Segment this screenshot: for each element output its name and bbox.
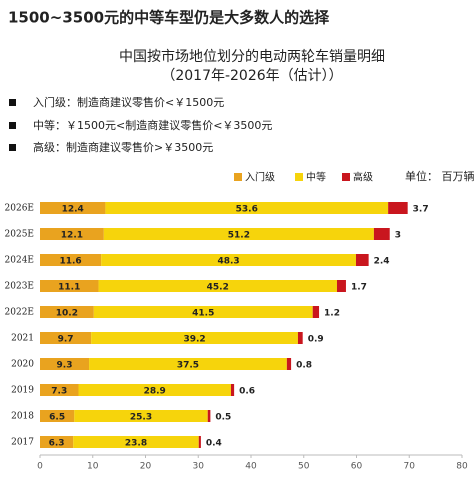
bar-segment: [297, 332, 303, 344]
legend-swatch: [234, 173, 242, 181]
bar-segment: [207, 410, 211, 422]
value-label: 12.1: [61, 231, 83, 241]
bar-segment: [355, 254, 369, 266]
bullet: [9, 122, 16, 129]
value-label: 1.7: [351, 283, 367, 293]
value-label: 48.3: [217, 257, 239, 267]
bar-segment: [40, 306, 94, 318]
bar-segment: [40, 410, 75, 422]
y-tick-label: 2020: [11, 360, 34, 370]
legend-swatch: [295, 173, 303, 181]
y-tick-label: 2022E: [5, 308, 34, 318]
bar-segment: [373, 228, 390, 240]
bar-segment: [40, 280, 99, 292]
bar-segment: [73, 436, 199, 448]
x-tick-label: 70: [404, 462, 416, 472]
legend-label: 中等: [306, 171, 326, 184]
x-tick-label: 40: [245, 462, 257, 472]
value-label: 28.9: [144, 387, 166, 397]
value-label: 3.7: [413, 205, 429, 215]
x-tick-label: 80: [456, 462, 468, 472]
bar-segment: [101, 254, 356, 266]
bar-segment: [230, 384, 235, 396]
y-tick-label: 2024E: [5, 256, 34, 266]
unit: 单位： 百万辆: [405, 169, 475, 183]
x-tick-label: 60: [351, 462, 363, 472]
bar-segment: [40, 254, 102, 266]
bar-segment: [336, 280, 346, 292]
value-label: 0.4: [206, 439, 222, 449]
value-label: 45.2: [207, 283, 229, 293]
legend-swatch: [342, 173, 350, 181]
value-label: 0.6: [239, 387, 255, 397]
value-label: 9.3: [57, 361, 73, 371]
bar-segment: [40, 384, 79, 396]
bar-segment: [91, 332, 298, 344]
chart-subtitle: （2017年-2026年（估计））: [161, 68, 342, 84]
y-tick-label: 2018: [11, 412, 34, 422]
value-label: 6.5: [49, 413, 65, 423]
legend-label: 入门级: [245, 171, 275, 184]
note: 入门级：制造商建议零售价<￥1500元: [33, 95, 224, 109]
bar-segment: [89, 358, 287, 370]
value-label: 6.3: [49, 439, 65, 449]
bar-segment: [103, 228, 374, 240]
y-tick-label: 2017: [11, 438, 34, 448]
value-label: 10.2: [56, 309, 78, 319]
note: 中等：￥1500元<制造商建议零售价<￥3500元: [33, 118, 272, 132]
x-tick-label: 20: [140, 462, 152, 472]
value-label: 53.6: [236, 205, 258, 215]
y-tick-label: 2021: [11, 334, 34, 344]
value-label: 0.9: [308, 335, 324, 345]
y-tick-label: 2023E: [5, 282, 34, 292]
y-tick-label: 2025E: [5, 230, 34, 240]
value-label: 41.5: [192, 309, 214, 319]
value-label: 3: [395, 231, 401, 241]
value-label: 51.2: [228, 231, 250, 241]
value-label: 37.5: [177, 361, 199, 371]
bar-segment: [286, 358, 292, 370]
value-label: 11.6: [59, 257, 81, 267]
value-label: 0.8: [296, 361, 312, 371]
x-tick-label: 50: [298, 462, 310, 472]
value-label: 7.3: [51, 387, 67, 397]
bar-segment: [40, 202, 106, 214]
value-label: 23.8: [125, 439, 147, 449]
bar-segment: [98, 280, 337, 292]
value-label: 11.1: [58, 283, 80, 293]
value-label: 1.2: [324, 309, 340, 319]
bar-segment: [93, 306, 313, 318]
x-tick-label: 0: [37, 462, 43, 472]
note: 高级：制造商建议零售价>￥3500元: [33, 140, 213, 154]
x-tick-label: 30: [193, 462, 205, 472]
y-tick-label: 2019: [11, 386, 34, 396]
bar-segment: [40, 228, 104, 240]
value-label: 9.7: [58, 335, 74, 345]
bar-segment: [40, 436, 74, 448]
bullet: [9, 144, 16, 151]
legend-label: 高级: [353, 171, 373, 184]
bar-segment: [198, 436, 201, 448]
value-label: 25.3: [130, 413, 152, 423]
value-label: 12.4: [62, 205, 84, 215]
bar-segment: [78, 384, 231, 396]
value-label: 0.5: [215, 413, 231, 423]
bullet: [9, 99, 16, 106]
headline: 1500~3500元的中等车型仍是大多数人的选择: [8, 9, 330, 27]
y-tick-label: 2026E: [5, 204, 34, 214]
bar-segment: [105, 202, 389, 214]
bar-segment: [40, 332, 92, 344]
bar-segment: [312, 306, 320, 318]
value-label: 39.2: [183, 335, 205, 345]
bar-segment: [74, 410, 208, 422]
bar-segment: [40, 358, 90, 370]
value-label: 2.4: [374, 257, 390, 267]
chart-title: 中国按市场地位划分的电动两轮车销量明细: [119, 48, 385, 65]
bar-segment: [388, 202, 408, 214]
x-tick-label: 10: [87, 462, 99, 472]
